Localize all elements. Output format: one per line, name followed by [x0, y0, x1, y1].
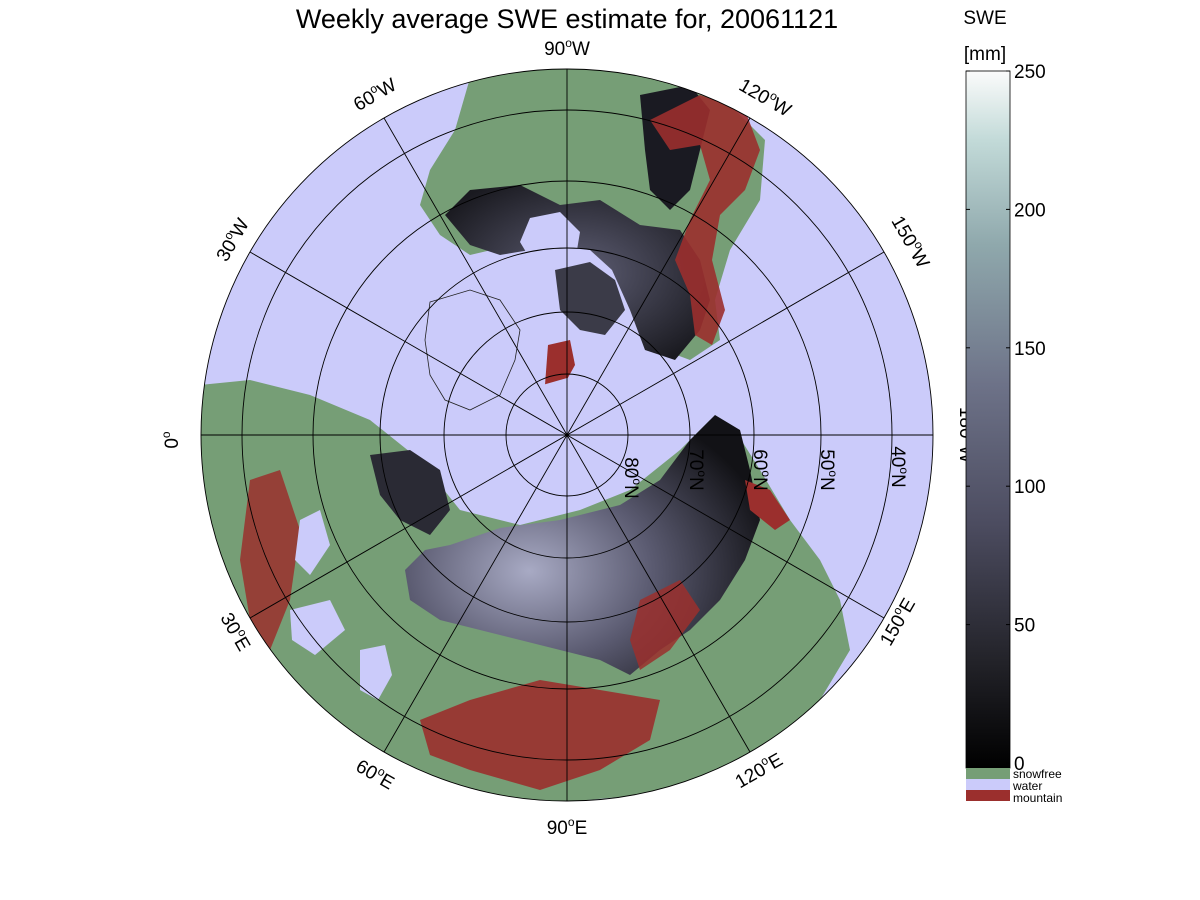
colorbar-gradient	[965, 70, 1011, 769]
category-mountain-swatch	[966, 790, 1010, 801]
label-90w: 90oW	[544, 36, 590, 60]
colorbar-title: SWE	[963, 8, 1006, 29]
colorbar-tick-label: 50	[1014, 616, 1035, 637]
label-60n: 60oN	[749, 449, 773, 491]
arctic-archipelago	[555, 262, 625, 335]
europe-mountains	[240, 470, 300, 650]
meridian-150w-30e	[249, 251, 885, 619]
colorbar-tick-label: 0	[1014, 754, 1025, 775]
caspian-sea	[360, 645, 392, 700]
label-70n: 70oN	[685, 449, 709, 491]
baltic-sea	[295, 510, 330, 575]
colorbar-unit: [mm]	[964, 44, 1006, 65]
rockies-mountains	[650, 95, 760, 345]
polar-map: 90oW 120oW 150oW 180oW 150oE 120oE 90oE …	[159, 36, 979, 839]
north-america-snow	[445, 185, 710, 360]
greenland-mountain	[545, 340, 575, 392]
map-border	[200, 68, 934, 802]
black-sea	[290, 600, 345, 655]
colorbar-tick-label: 100	[1014, 477, 1046, 498]
label-60w: 60oW	[349, 72, 401, 116]
colorbar-tick-label: 250	[1014, 62, 1046, 83]
colorbar-ticks: 250 200 150 100 50 0	[966, 62, 1046, 775]
kamchatka-mountains	[745, 480, 790, 530]
category-mountain-label: mountain	[1013, 791, 1062, 805]
colorbar-tick-label: 150	[1014, 339, 1046, 360]
category-snowfree-swatch	[966, 768, 1010, 779]
label-60e: 60oE	[352, 753, 399, 794]
parallel-labels: 80oN 70oN 60oN 50oN 40oN	[620, 446, 911, 499]
label-90e: 90oE	[547, 815, 588, 839]
colorbar-tick-label: 200	[1014, 200, 1046, 221]
label-0: 0o	[159, 431, 183, 449]
category-snowfree-label: snowfree	[1013, 767, 1062, 781]
graticule	[200, 68, 934, 802]
category-water-label: water	[1012, 779, 1042, 793]
central-asia-mountains	[420, 680, 660, 790]
label-120w: 120oW	[735, 72, 796, 121]
label-150w: 150oW	[887, 211, 936, 272]
hudson-bay	[520, 212, 580, 270]
east-siberia-mountains	[630, 580, 700, 670]
greenland-outline	[424, 289, 521, 411]
category-water-swatch	[966, 779, 1010, 790]
figure-title: Weekly average SWE estimate for, 2006112…	[296, 4, 838, 34]
label-50n: 50oN	[816, 449, 840, 491]
label-40n: 40oN	[887, 446, 911, 488]
label-80n: 80oN	[620, 457, 644, 499]
